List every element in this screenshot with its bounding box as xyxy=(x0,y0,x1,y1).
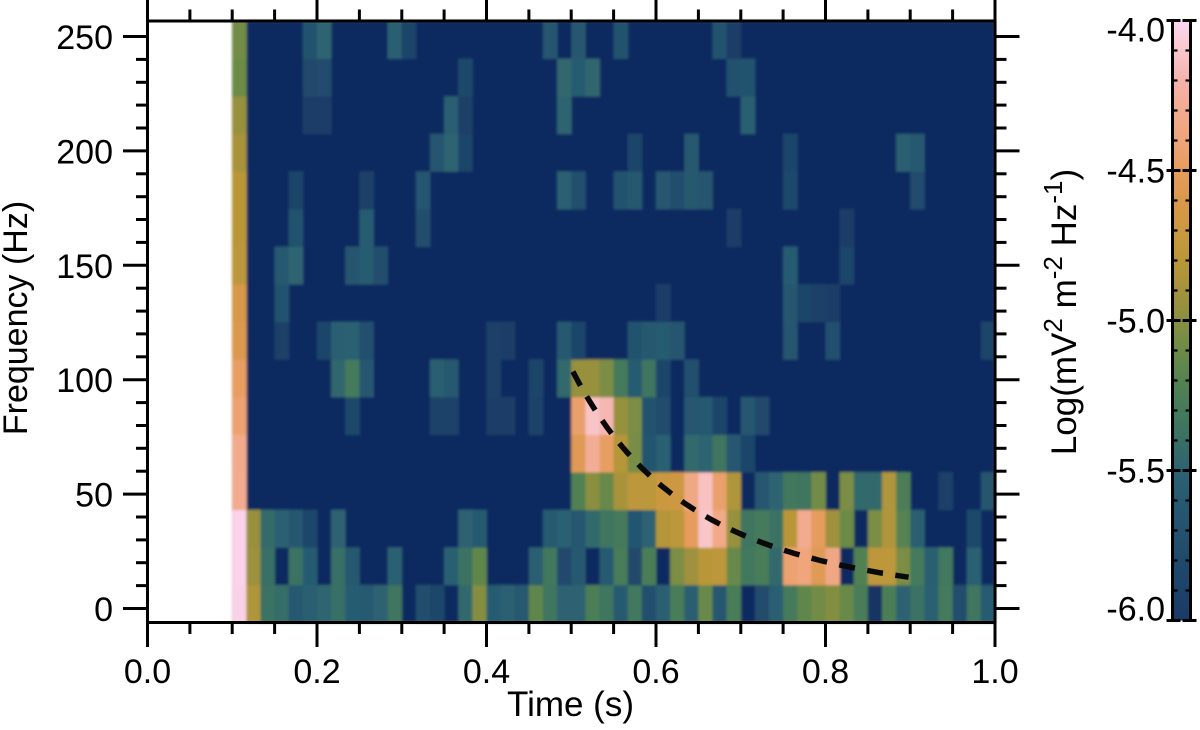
svg-text:Log(mV2 m-2 Hz-1): Log(mV2 m-2 Hz-1) xyxy=(1038,169,1084,455)
svg-text:Time (s): Time (s) xyxy=(507,685,634,724)
svg-text:0.6: 0.6 xyxy=(632,653,679,691)
svg-text:150: 150 xyxy=(56,248,113,286)
svg-text:0.2: 0.2 xyxy=(293,653,340,691)
svg-text:-5.5: -5.5 xyxy=(1106,453,1165,491)
svg-text:50: 50 xyxy=(75,477,113,515)
svg-text:0: 0 xyxy=(94,591,113,629)
svg-text:Frequency (Hz): Frequency (Hz) xyxy=(0,201,35,435)
svg-text:-6.0: -6.0 xyxy=(1106,591,1165,629)
svg-text:0.8: 0.8 xyxy=(802,653,849,691)
svg-text:100: 100 xyxy=(56,362,113,400)
svg-text:-4.0: -4.0 xyxy=(1106,12,1165,50)
svg-text:-4.5: -4.5 xyxy=(1106,153,1165,191)
svg-text:0.0: 0.0 xyxy=(124,653,171,691)
svg-text:250: 250 xyxy=(56,19,113,57)
svg-text:0.4: 0.4 xyxy=(463,653,510,691)
svg-text:-5.0: -5.0 xyxy=(1106,303,1165,341)
svg-text:200: 200 xyxy=(56,133,113,171)
svg-text:1.0: 1.0 xyxy=(971,653,1018,691)
